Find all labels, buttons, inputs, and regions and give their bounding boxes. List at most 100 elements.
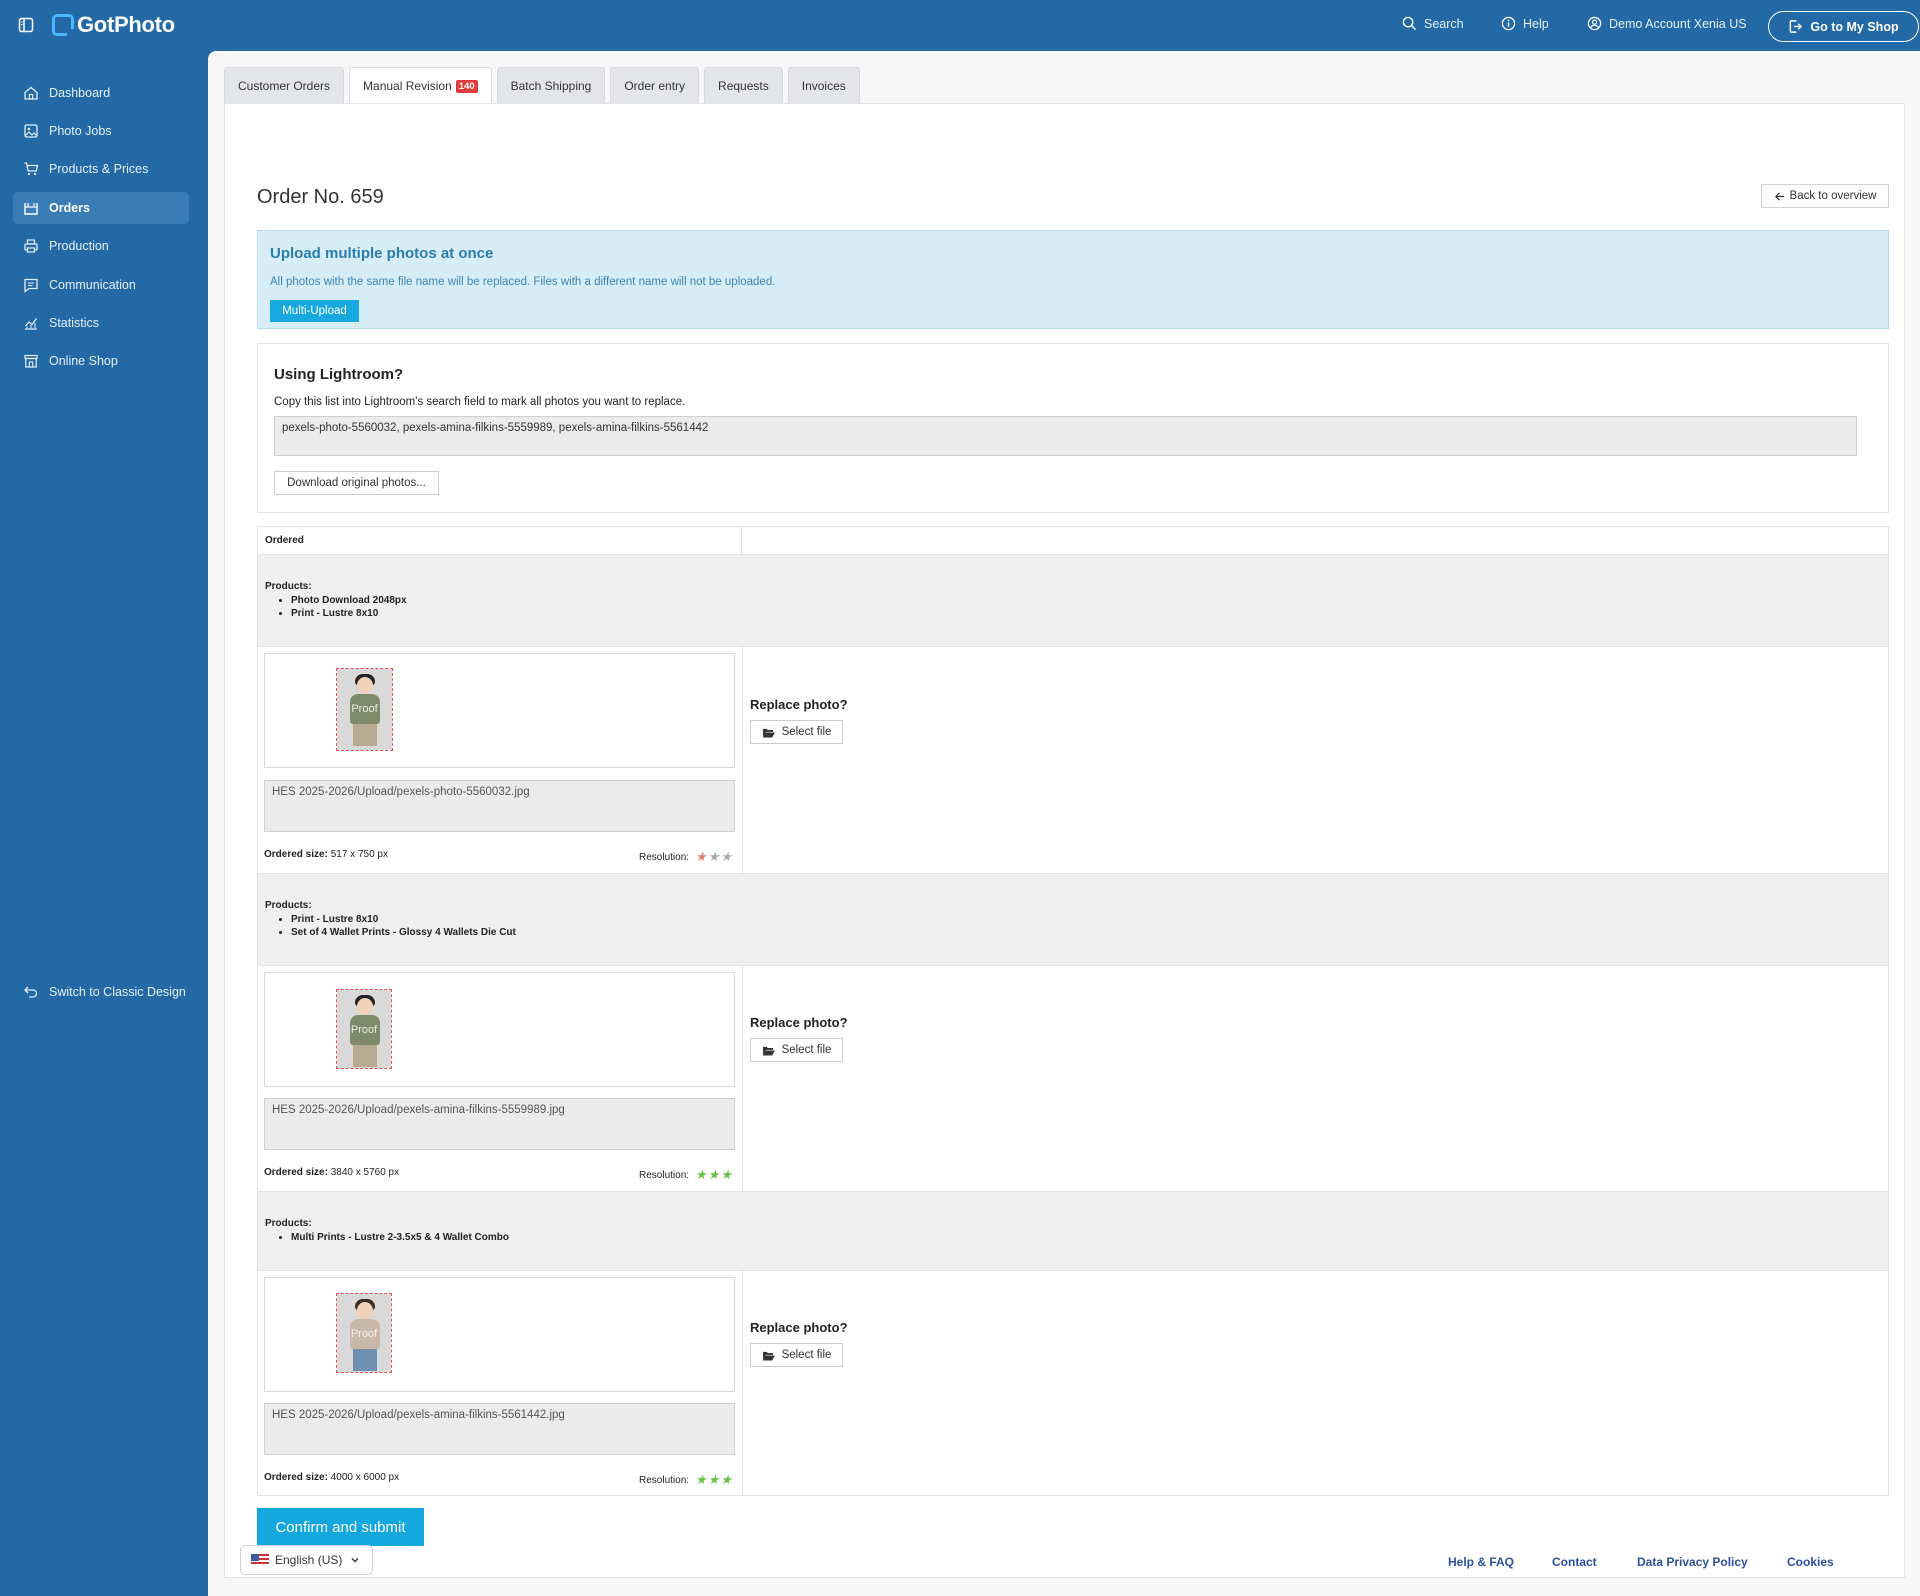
help-button[interactable]: Help: [1501, 16, 1549, 31]
undo-icon: [24, 986, 38, 998]
sidebar: Dashboard Photo Jobs Products & Prices O…: [0, 51, 208, 1596]
photo-preview: Proof: [264, 1277, 735, 1392]
cart-icon: [24, 162, 39, 176]
sidebar-item-products-prices[interactable]: Products & Prices: [13, 153, 189, 185]
file-path-field[interactable]: HES 2025-2026/Upload/pexels-amina-filkin…: [264, 1098, 735, 1150]
lightroom-title: Using Lightroom?: [274, 366, 404, 383]
logo-text: GotPhoto: [77, 12, 175, 37]
products-list: Multi Prints - Lustre 2-3.5x5 & 4 Wallet…: [265, 1231, 1881, 1244]
store-icon: [24, 354, 38, 368]
gotphoto-logo[interactable]: GotPhoto: [52, 12, 175, 38]
account-label: Demo Account Xenia US: [1609, 16, 1747, 31]
tab-batch-shipping[interactable]: Batch Shipping: [496, 67, 606, 103]
image-icon: [24, 124, 38, 138]
lightroom-list-textarea[interactable]: pexels-photo-5560032, pexels-amina-filki…: [274, 416, 1857, 456]
download-originals-button[interactable]: Download original photos...: [274, 471, 439, 495]
back-label: Back to overview: [1789, 190, 1877, 202]
select-file-label: Select file: [781, 1044, 832, 1056]
tab-customer-orders[interactable]: Customer Orders: [224, 67, 345, 103]
ordered-size-label: Ordered size:: [264, 1167, 328, 1178]
select-file-label: Select file: [781, 726, 832, 738]
sidebar-item-communication[interactable]: Communication: [13, 269, 189, 301]
sidebar-item-dashboard[interactable]: Dashboard: [13, 77, 189, 109]
products-list: Print - Lustre 8x10 Set of 4 Wallet Prin…: [265, 913, 1881, 939]
lightroom-text: Copy this list into Lightroom's search f…: [274, 396, 686, 408]
multi-upload-button[interactable]: Multi-Upload: [270, 300, 359, 322]
footer-link-contact[interactable]: Contact: [1552, 1555, 1597, 1569]
proof-thumbnail[interactable]: Proof: [336, 1293, 392, 1373]
column-divider: [742, 966, 743, 1191]
footer-link-privacy[interactable]: Data Privacy Policy: [1637, 1555, 1748, 1569]
tab-invoices[interactable]: Invoices: [787, 67, 860, 103]
sidebar-item-statistics[interactable]: Statistics: [13, 307, 189, 339]
order-card: Order No. 659 Back to overview Upload mu…: [224, 103, 1905, 1578]
sidebar-item-production[interactable]: Production: [13, 230, 189, 262]
tab-label: Order entry: [624, 78, 686, 93]
star-icon: ★: [707, 849, 720, 864]
chart-icon: [25, 318, 38, 330]
column-divider: [742, 1271, 743, 1495]
logout-icon: [1790, 20, 1803, 33]
sidebar-item-label: Production: [49, 239, 109, 253]
sidebar-item-online-shop[interactable]: Online Shop: [13, 345, 189, 377]
ordered-size-label: Ordered size:: [264, 1472, 328, 1483]
account-menu[interactable]: Demo Account Xenia US: [1587, 16, 1747, 31]
us-flag-icon: [251, 1554, 269, 1566]
folder-open-icon: [762, 728, 775, 738]
message-icon: [24, 278, 38, 293]
resolution-label: Resolution:: [639, 1474, 690, 1486]
proof-watermark: Proof: [350, 1024, 378, 1036]
ordered-size-value: 3840 x 5760 px: [330, 1167, 400, 1178]
sidebar-item-label: Statistics: [49, 316, 100, 330]
products-list: Photo Download 2048px Print - Lustre 8x1…: [265, 594, 1881, 620]
star-icon: ★: [720, 1472, 732, 1487]
back-to-overview-button[interactable]: Back to overview: [1761, 184, 1889, 208]
product-item: Set of 4 Wallet Prints - Glossy 4 Wallet…: [291, 926, 1881, 939]
proof-watermark: Proof: [351, 703, 378, 715]
proof-thumbnail[interactable]: Proof: [336, 989, 392, 1069]
resolution-rating: Resolution: ★ ★ ★: [639, 849, 733, 864]
photo-preview: Proof: [264, 653, 735, 768]
product-item: Print - Lustre 8x10: [291, 913, 1881, 926]
proof-watermark: Proof: [350, 1328, 378, 1340]
column-divider: [742, 647, 743, 873]
switch-classic-design[interactable]: Switch to Classic Design: [13, 976, 189, 1008]
tab-requests[interactable]: Requests: [704, 67, 783, 103]
tab-manual-revision[interactable]: Manual Revision 140: [349, 67, 492, 104]
select-file-button[interactable]: Select file: [750, 720, 843, 744]
tab-label: Batch Shipping: [510, 78, 592, 93]
star-icon: ★: [707, 1472, 720, 1487]
ordered-size: Ordered size: 517 x 750 px: [264, 849, 388, 860]
star-icon: ★: [707, 1167, 720, 1182]
tab-order-entry[interactable]: Order entry: [610, 67, 700, 103]
sidebar-item-orders[interactable]: Orders: [13, 192, 189, 224]
footer-link-help-faq[interactable]: Help & FAQ: [1448, 1555, 1515, 1569]
language-selector[interactable]: English (US): [240, 1545, 373, 1575]
logo-mark-icon: [52, 14, 75, 37]
footer-link-cookies[interactable]: Cookies: [1787, 1555, 1834, 1569]
products-row: Products: Multi Prints - Lustre 2-3.5x5 …: [258, 1191, 1888, 1271]
ordered-size: Ordered size: 3840 x 5760 px: [264, 1167, 399, 1178]
ordered-size: Ordered size: 4000 x 6000 px: [264, 1472, 399, 1483]
star-icon: ★: [695, 1472, 707, 1487]
sidebar-toggle-icon[interactable]: [18, 17, 34, 38]
proof-thumbnail[interactable]: Proof: [336, 668, 393, 751]
switch-classic-label: Switch to Classic Design: [49, 985, 186, 999]
sidebar-item-photo-jobs[interactable]: Photo Jobs: [13, 115, 189, 147]
select-file-button[interactable]: Select file: [750, 1343, 843, 1367]
confirm-submit-button[interactable]: Confirm and submit: [257, 1508, 424, 1546]
folder-open-icon: [762, 1046, 775, 1056]
ordered-size-value: 517 x 750 px: [330, 849, 388, 860]
star-icon: ★: [695, 1167, 707, 1182]
search-button[interactable]: Search: [1402, 16, 1464, 31]
go-to-shop-button[interactable]: Go to My Shop: [1768, 11, 1919, 42]
select-file-button[interactable]: Select file: [750, 1038, 843, 1062]
tab-bar: Customer Orders Manual Revision 140 Batch…: [224, 67, 865, 104]
products-label: Products:: [265, 900, 312, 911]
product-item: Multi Prints - Lustre 2-3.5x5 & 4 Wallet…: [291, 1231, 1881, 1244]
file-path-field[interactable]: HES 2025-2026/Upload/pexels-photo-556003…: [264, 780, 735, 832]
sidebar-item-label: Orders: [49, 201, 90, 215]
products-label: Products:: [265, 581, 312, 592]
products-label: Products:: [265, 1218, 312, 1229]
file-path-field[interactable]: HES 2025-2026/Upload/pexels-amina-filkin…: [264, 1403, 735, 1455]
